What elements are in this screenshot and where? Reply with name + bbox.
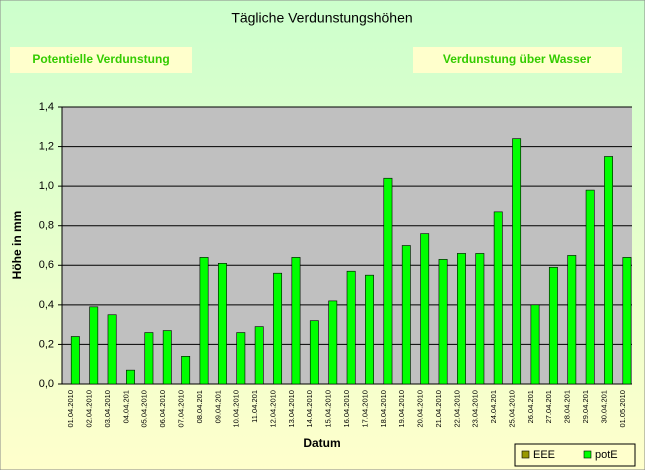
x-tick-label: 29.04.201	[581, 390, 590, 423]
bar	[70, 336, 80, 385]
x-tick-label: 06.04.2010	[158, 390, 167, 428]
bar	[548, 266, 558, 385]
bar	[217, 263, 227, 385]
button[interactable]	[413, 47, 622, 73]
x-tick-label: 26.04.201	[526, 390, 535, 423]
bar	[89, 306, 99, 385]
x-tick-label: 16.04.2010	[342, 390, 351, 428]
x-tick-label: 20.04.2010	[416, 390, 425, 428]
x-tick-label: 09.04.201	[213, 390, 222, 423]
bar	[199, 257, 209, 385]
bar	[254, 326, 264, 385]
bar	[401, 245, 411, 385]
bar	[457, 253, 466, 385]
y-tick-label: 1,4	[39, 101, 54, 113]
x-tick-label: 24.04.201	[489, 390, 498, 423]
bar	[512, 138, 522, 385]
bar	[126, 369, 135, 385]
x-tick-label: 15.04.2010	[324, 390, 333, 428]
bar	[273, 272, 283, 385]
bar	[309, 320, 319, 385]
x-tick-label: 21.04.2010	[434, 390, 443, 428]
x-tick-label: 01.04.2010	[66, 390, 75, 428]
x-tick-label: 11.04.201	[250, 390, 259, 423]
y-tick-label: 0,4	[39, 299, 54, 311]
bar	[346, 270, 356, 385]
x-tick-label: 05.04.2010	[140, 390, 149, 428]
bar	[567, 255, 577, 385]
x-tick-label: 23.04.2010	[471, 390, 480, 428]
x-tick-label: 04.04.201	[121, 390, 130, 423]
x-axis-label: Datum	[303, 436, 340, 450]
legend-swatch	[521, 450, 530, 459]
legend	[514, 443, 636, 467]
bar	[585, 189, 595, 385]
x-tick-label: 27.04.201	[544, 390, 553, 423]
y-tick-label: 0,2	[39, 338, 54, 350]
bar	[622, 257, 632, 385]
x-tick-label: 25.04.2010	[507, 390, 516, 428]
x-tick-label: 18.04.2010	[379, 390, 388, 428]
x-tick-label: 03.04.2010	[103, 390, 112, 428]
x-tick-label: 13.04.2010	[287, 390, 296, 428]
x-tick-label: 08.04.201	[195, 390, 204, 423]
bar	[107, 314, 117, 385]
bar	[530, 304, 540, 385]
y-tick-label: 1,2	[39, 140, 54, 152]
legend-label: EEE	[533, 449, 555, 461]
bar	[383, 177, 393, 385]
bar	[420, 233, 430, 385]
x-tick-label: 14.04.2010	[305, 390, 314, 428]
y-tick-label: 1,0	[39, 180, 54, 192]
x-tick-label: 07.04.2010	[177, 390, 186, 428]
bar	[475, 253, 485, 385]
chart-title: Tägliche Verdunstungshöhen	[231, 10, 412, 26]
bar	[328, 300, 338, 385]
bar	[236, 332, 246, 385]
button[interactable]	[10, 47, 192, 73]
y-tick-label: 0,6	[39, 259, 54, 271]
button-label[interactable]: Potentielle Verdunstung	[32, 52, 169, 66]
bar	[162, 330, 172, 385]
legend-label: potE	[595, 449, 618, 461]
x-tick-label: 30.04.201	[599, 390, 608, 423]
bar	[493, 211, 503, 385]
x-tick-label: 28.04.201	[563, 390, 572, 423]
x-tick-label: 01.05.2010	[618, 390, 627, 428]
x-tick-label: 10.04.2010	[232, 390, 241, 428]
legend-swatch	[583, 450, 592, 459]
bar	[365, 274, 374, 385]
y-axis-label: Höhe in mm	[10, 211, 24, 280]
bar	[291, 257, 301, 385]
x-tick-label: 12.04.2010	[268, 390, 277, 428]
x-tick-label: 19.04.2010	[397, 390, 406, 428]
x-tick-label: 02.04.2010	[85, 390, 94, 428]
bar	[604, 156, 613, 385]
y-tick-label: 0,0	[39, 378, 54, 390]
x-tick-label: 17.04.2010	[360, 390, 369, 428]
x-tick-label: 22.04.2010	[452, 390, 461, 428]
bar	[438, 259, 448, 385]
bar	[144, 332, 154, 385]
y-tick-label: 0,8	[39, 220, 54, 232]
button-label[interactable]: Verdunstung über Wasser	[443, 52, 592, 66]
bar	[181, 355, 191, 385]
